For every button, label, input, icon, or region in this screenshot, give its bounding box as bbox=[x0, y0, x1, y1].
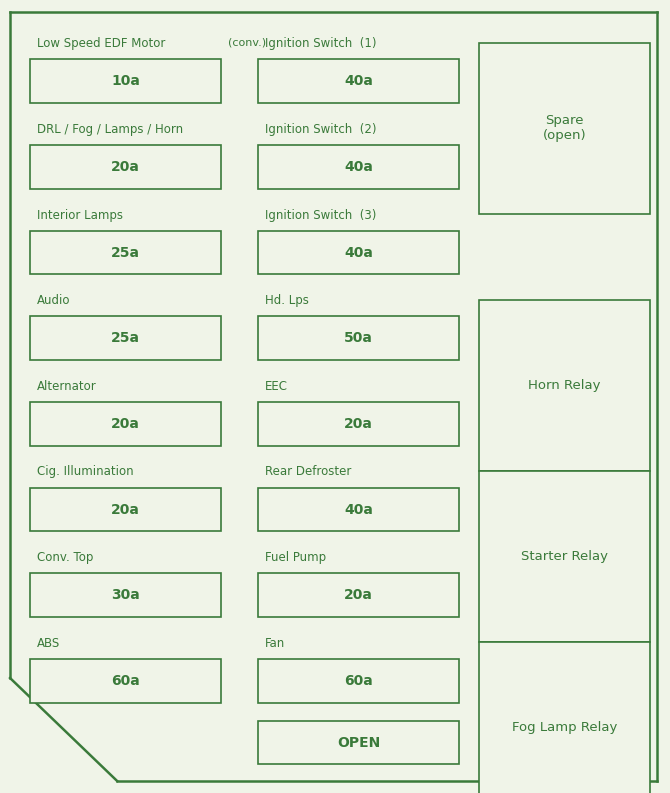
FancyBboxPatch shape bbox=[30, 231, 221, 274]
Text: 40a: 40a bbox=[344, 160, 373, 174]
FancyBboxPatch shape bbox=[258, 231, 459, 274]
FancyBboxPatch shape bbox=[30, 573, 221, 617]
FancyBboxPatch shape bbox=[30, 145, 221, 189]
Polygon shape bbox=[10, 678, 117, 781]
Text: Low Speed EDF Motor: Low Speed EDF Motor bbox=[37, 37, 165, 50]
Text: Rear Defroster: Rear Defroster bbox=[265, 465, 351, 478]
Text: Ignition Switch  (2): Ignition Switch (2) bbox=[265, 123, 376, 136]
Text: Spare
(open): Spare (open) bbox=[543, 114, 586, 143]
FancyBboxPatch shape bbox=[258, 573, 459, 617]
Text: Interior Lamps: Interior Lamps bbox=[37, 209, 123, 221]
Text: 50a: 50a bbox=[344, 331, 373, 345]
Text: OPEN: OPEN bbox=[337, 736, 380, 749]
FancyBboxPatch shape bbox=[30, 402, 221, 446]
Text: ABS: ABS bbox=[37, 637, 60, 649]
Text: Audio: Audio bbox=[37, 294, 70, 307]
Text: 40a: 40a bbox=[344, 503, 373, 516]
Text: 10a: 10a bbox=[111, 75, 140, 88]
Text: 60a: 60a bbox=[111, 674, 140, 688]
Text: 40a: 40a bbox=[344, 75, 373, 88]
Text: 20a: 20a bbox=[344, 588, 373, 602]
Text: 20a: 20a bbox=[111, 160, 140, 174]
FancyBboxPatch shape bbox=[30, 316, 221, 360]
Text: (conv.): (conv.) bbox=[228, 37, 266, 48]
Text: 30a: 30a bbox=[111, 588, 140, 602]
Text: 20a: 20a bbox=[344, 417, 373, 431]
Text: Fog Lamp Relay: Fog Lamp Relay bbox=[512, 722, 617, 734]
Text: Cig. Illumination: Cig. Illumination bbox=[37, 465, 133, 478]
FancyBboxPatch shape bbox=[258, 59, 459, 103]
Text: DRL / Fog / Lamps / Horn: DRL / Fog / Lamps / Horn bbox=[37, 123, 183, 136]
Text: Starter Relay: Starter Relay bbox=[521, 550, 608, 563]
Text: Alternator: Alternator bbox=[37, 380, 96, 393]
FancyBboxPatch shape bbox=[30, 488, 221, 531]
FancyBboxPatch shape bbox=[258, 721, 459, 764]
FancyBboxPatch shape bbox=[479, 471, 650, 642]
FancyBboxPatch shape bbox=[258, 402, 459, 446]
Text: 40a: 40a bbox=[344, 246, 373, 259]
FancyBboxPatch shape bbox=[30, 659, 221, 703]
FancyBboxPatch shape bbox=[479, 642, 650, 793]
Text: Fan: Fan bbox=[265, 637, 285, 649]
Text: Ignition Switch  (1): Ignition Switch (1) bbox=[265, 37, 376, 50]
Text: EEC: EEC bbox=[265, 380, 287, 393]
Text: 20a: 20a bbox=[111, 417, 140, 431]
FancyBboxPatch shape bbox=[479, 43, 650, 214]
FancyBboxPatch shape bbox=[258, 659, 459, 703]
Text: Horn Relay: Horn Relay bbox=[528, 379, 601, 392]
FancyBboxPatch shape bbox=[30, 59, 221, 103]
Text: 20a: 20a bbox=[111, 503, 140, 516]
Text: 25a: 25a bbox=[111, 246, 140, 259]
Text: 25a: 25a bbox=[111, 331, 140, 345]
Text: 60a: 60a bbox=[344, 674, 373, 688]
Text: Conv. Top: Conv. Top bbox=[37, 551, 93, 564]
Text: Ignition Switch  (3): Ignition Switch (3) bbox=[265, 209, 376, 221]
FancyBboxPatch shape bbox=[258, 488, 459, 531]
Text: Fuel Pump: Fuel Pump bbox=[265, 551, 326, 564]
FancyBboxPatch shape bbox=[479, 300, 650, 471]
FancyBboxPatch shape bbox=[258, 145, 459, 189]
Text: Hd. Lps: Hd. Lps bbox=[265, 294, 308, 307]
FancyBboxPatch shape bbox=[258, 316, 459, 360]
